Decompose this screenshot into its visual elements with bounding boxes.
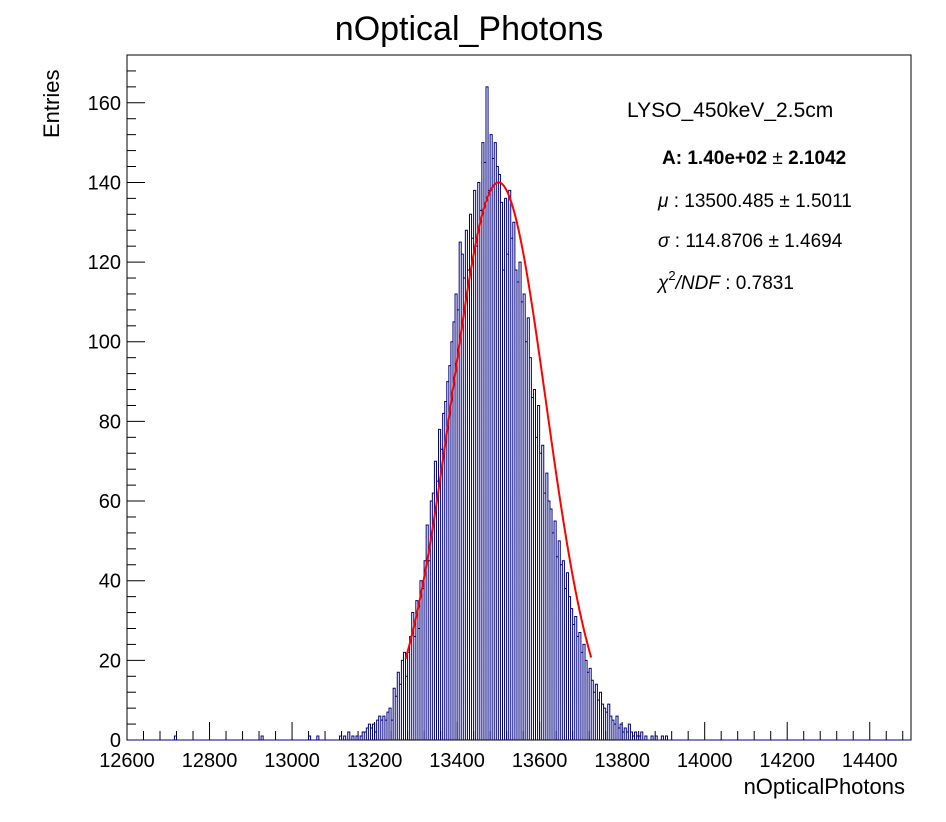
stat-sigma-error: 1.4694 bbox=[784, 231, 843, 252]
y-tick-label: 160 bbox=[88, 93, 121, 115]
x-tick-label: 13800 bbox=[594, 750, 650, 772]
y-tick-label: 120 bbox=[88, 252, 121, 274]
stat-amplitude-pm: ± bbox=[772, 148, 782, 169]
x-tick-label: 12600 bbox=[99, 750, 155, 772]
stat-mean-colon: : bbox=[674, 191, 679, 212]
x-tick-label: 13200 bbox=[347, 750, 403, 772]
stat-chi2-value: 0.7831 bbox=[736, 273, 794, 294]
x-axis: 12600 12800 13000 13200 13400 13600 13800 14000… bbox=[99, 722, 904, 772]
x-tick-label: 12800 bbox=[182, 750, 238, 772]
stat-amplitude-label: A: bbox=[662, 148, 682, 169]
stat-sigma-colon: : bbox=[675, 231, 680, 252]
x-tick-label: 14000 bbox=[677, 750, 733, 772]
stats-box: LYSO_450keV_2.5cm A: 1.40e+02 ± 2.1042 μ… bbox=[627, 99, 852, 294]
y-tick-label: 100 bbox=[88, 332, 121, 354]
chart-title: nOptical_Photons bbox=[335, 10, 603, 48]
x-tick-label: 14400 bbox=[842, 750, 898, 772]
gaussian-fit-curve bbox=[404, 181, 593, 660]
x-axis-title: nOpticalPhotons bbox=[744, 774, 905, 799]
x-tick-label: 14200 bbox=[759, 750, 815, 772]
stat-mean: μ : 13500.485 ± 1.5011 bbox=[657, 191, 852, 212]
stat-chi2: χ2/NDF : 0.7831 bbox=[656, 268, 794, 294]
stat-amplitude-error: 2.1042 bbox=[788, 148, 846, 169]
y-tick-label: 20 bbox=[99, 650, 121, 672]
stat-mean-error: 1.5011 bbox=[795, 191, 852, 212]
stat-sigma-symbol: σ bbox=[658, 231, 671, 252]
y-tick-label: 0 bbox=[110, 730, 121, 752]
stat-mean-symbol: μ bbox=[657, 191, 669, 212]
x-tick-label: 13000 bbox=[264, 750, 320, 772]
stat-amplitude: A: 1.40e+02 ± 2.1042 bbox=[662, 148, 846, 169]
x-tick-label: 13400 bbox=[429, 750, 485, 772]
stat-chi2-symbol: χ bbox=[656, 273, 669, 294]
y-tick-label: 60 bbox=[99, 491, 121, 513]
stat-sigma: σ : 114.8706 ± 1.4694 bbox=[658, 231, 843, 252]
stat-sigma-value: 114.8706 bbox=[685, 231, 763, 252]
y-tick-label: 80 bbox=[99, 411, 121, 433]
y-axis: 0 20 40 60 80 100 120 140 160 bbox=[88, 54, 145, 752]
stat-chi2-colon: : bbox=[725, 273, 730, 294]
stat-mean-value: 13500.485 bbox=[684, 191, 774, 212]
stat-chi2-ndf: /NDF bbox=[674, 273, 722, 294]
stat-amplitude-value: 1.40e+02 bbox=[687, 148, 767, 169]
y-axis-title: Entries bbox=[39, 70, 64, 138]
histogram-series bbox=[127, 86, 911, 741]
x-tick-label: 13600 bbox=[512, 750, 568, 772]
y-tick-label: 140 bbox=[88, 172, 121, 194]
stats-label: LYSO_450keV_2.5cm bbox=[627, 99, 833, 122]
y-tick-label: 40 bbox=[99, 571, 121, 593]
stat-chi2-exponent: 2 bbox=[668, 268, 675, 283]
stat-mean-pm: ± bbox=[779, 191, 789, 212]
stat-sigma-pm: ± bbox=[768, 231, 778, 252]
